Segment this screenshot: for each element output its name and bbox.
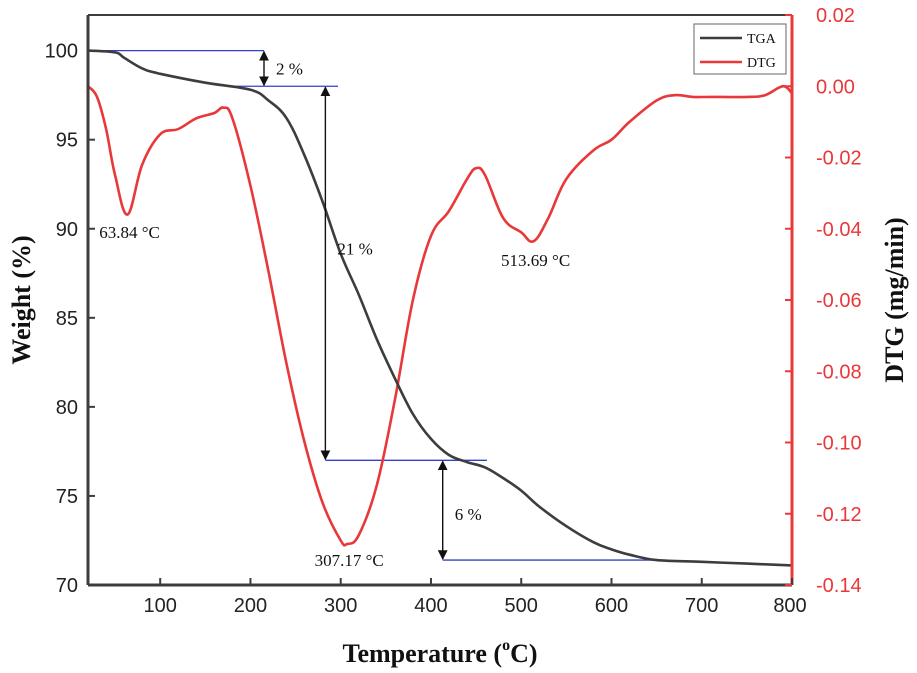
y2-tick-label: 0.00 [816, 76, 855, 98]
y2-axis-title: DTG (mg/min) [880, 217, 909, 382]
mass-loss-label-21: 21 % [337, 239, 372, 258]
y2-tick-label: -0.04 [816, 219, 862, 241]
y-tick-label: 75 [56, 486, 78, 508]
y2-tick-label: -0.12 [816, 504, 862, 526]
y2-tick-label: -0.14 [816, 575, 862, 597]
legend-tga-label: TGA [747, 32, 777, 47]
x-tick-label: 200 [234, 595, 267, 617]
y2-tick-label: -0.10 [816, 433, 862, 455]
x-tick-label: 400 [414, 595, 447, 617]
y2-tick-label: 0.02 [816, 5, 855, 27]
y2-tick-label: -0.06 [816, 290, 862, 312]
y-tick-label: 95 [56, 130, 78, 152]
x-tick-label: 600 [595, 595, 628, 617]
x-tick-label: 700 [685, 595, 718, 617]
legend-box [693, 23, 787, 75]
peak-label-1: 63.84 °C [99, 223, 160, 242]
y-tick-label: 90 [56, 219, 78, 241]
peak-label-3: 513.69 °C [501, 251, 570, 270]
legend: TGA DTG [693, 23, 787, 75]
mass-loss-label-6: 6 % [455, 505, 482, 524]
x-tick-label: 100 [144, 595, 177, 617]
dtg-series-line [88, 84, 792, 547]
y2-tick-label: -0.08 [816, 361, 862, 383]
x-tick-label: 300 [324, 595, 357, 617]
x-tick-label: 500 [505, 595, 538, 617]
y2-tick-label: -0.02 [816, 148, 862, 170]
mass-loss-label-2: 2 % [276, 59, 303, 78]
y-axis-title: Weight (%) [7, 235, 36, 364]
y-tick-label: 85 [56, 308, 78, 330]
peak-label-2: 307.17 °C [315, 551, 384, 570]
x-axis-title: Temperature (oC) [342, 637, 537, 668]
y-tick-label: 100 [45, 41, 78, 63]
legend-dtg-label: DTG [747, 56, 776, 71]
x-tick-label: 800 [773, 595, 806, 617]
y-tick-label: 70 [56, 575, 78, 597]
tga-series-line [88, 49, 792, 567]
y-tick-label: 80 [56, 397, 78, 419]
